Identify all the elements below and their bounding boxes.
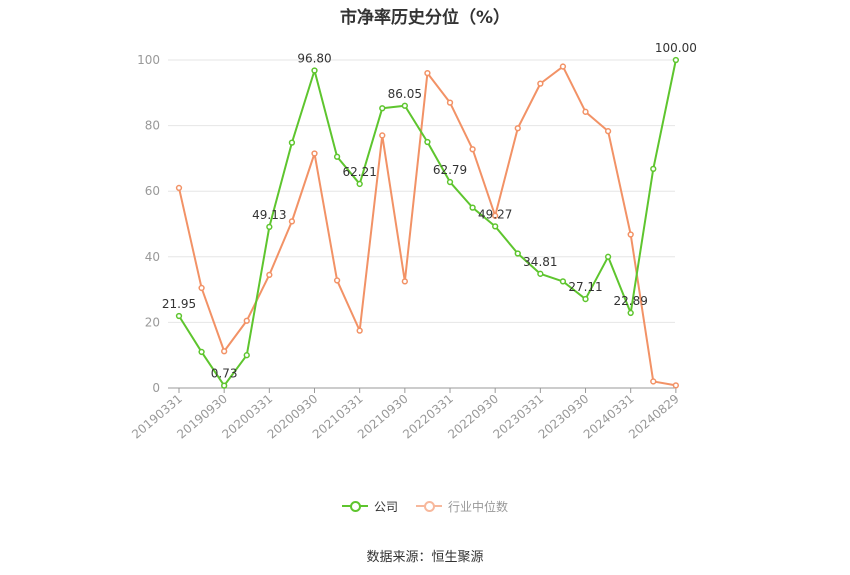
y-tick-label: 20: [145, 315, 160, 329]
company-point: [221, 382, 228, 389]
industry-median-point: [221, 348, 228, 355]
data-label: 22.89: [614, 294, 648, 308]
industry-median-point: [627, 231, 634, 238]
series-points: [175, 56, 680, 389]
legend-label-industry-median: 行业中位数: [448, 499, 509, 514]
x-axis: 2019033120190930202003312020093020210331…: [129, 387, 682, 442]
company-point: [401, 102, 408, 109]
data-label: 62.21: [342, 165, 376, 179]
industry-median-point: [650, 378, 657, 385]
legend-swatch-company: [341, 500, 368, 512]
data-labels: 21.95 0.73 49.13 96.80 62.21 86.05 62.79 49.27 3…: [162, 41, 697, 381]
legend-item-industry-median[interactable]: 行业中位数: [416, 498, 508, 515]
company-point: [288, 139, 296, 146]
legend: 公司 行业中位数: [0, 496, 850, 516]
industry-median-point: [446, 99, 454, 106]
company-point: [198, 348, 205, 356]
data-label: 0.73: [211, 367, 238, 381]
company-point: [604, 253, 612, 260]
chart-title: 市净率历史分位（%）: [339, 8, 511, 28]
data-label: 100.00: [655, 41, 697, 55]
industry-median-point: [537, 80, 544, 87]
company-point: [311, 67, 318, 74]
y-tick-label: 100: [137, 53, 160, 67]
company-point: [672, 56, 680, 64]
legend-swatch-industry-median: [416, 500, 442, 512]
company-point: [243, 352, 250, 359]
company-point: [446, 178, 454, 186]
company-point: [379, 105, 386, 112]
y-tick-label: 80: [145, 119, 160, 133]
data-label: 27.11: [568, 280, 602, 294]
industry-median-point: [514, 125, 521, 132]
industry-median-point: [311, 150, 318, 157]
industry-median-point: [604, 128, 612, 135]
data-label: 96.80: [297, 51, 331, 65]
company-point: [559, 278, 567, 285]
company-point: [537, 270, 544, 277]
company-point: [582, 295, 589, 303]
legend-item-company[interactable]: 公司: [341, 498, 398, 515]
industry-median-point: [356, 327, 363, 334]
data-label: 34.81: [523, 255, 557, 269]
series-line-company: [178, 59, 677, 387]
company-point: [266, 223, 273, 231]
company-point: [333, 153, 341, 160]
industry-median-point: [288, 218, 296, 225]
industry-median-point: [175, 184, 183, 192]
company-point: [514, 250, 521, 257]
data-label: 21.95: [162, 297, 196, 311]
industry-median-point: [379, 132, 386, 139]
x-tick-label: 20240829: [626, 392, 682, 442]
company-point: [424, 138, 431, 146]
industry-median-point: [582, 108, 589, 115]
industry-median-point: [401, 278, 408, 285]
company-point: [627, 309, 634, 317]
industry-median-point: [672, 382, 680, 389]
source-note: 数据来源：恒生聚源: [366, 550, 484, 565]
industry-median-point: [333, 277, 341, 284]
series-line-industry-median: [178, 65, 677, 387]
data-label: 62.79: [433, 163, 467, 177]
data-label: 49.13: [252, 208, 286, 222]
data-label: 86.05: [388, 87, 422, 101]
y-tick-label: 40: [145, 250, 160, 264]
industry-median-point: [559, 63, 567, 70]
legend-label-company: 公司: [373, 499, 398, 514]
line-chart: 0 20 40 60 80 100 201903312019093020200331202…: [129, 41, 697, 442]
industry-median-point: [198, 284, 205, 292]
company-point: [469, 204, 476, 211]
industry-median-point: [424, 69, 431, 77]
industry-median-point: [243, 317, 250, 324]
company-point: [650, 165, 657, 173]
company-point: [492, 223, 499, 230]
company-point: [175, 312, 183, 320]
y-tick-label: 60: [145, 184, 160, 198]
y-tick-label: 0: [152, 381, 160, 395]
industry-median-point: [492, 212, 499, 219]
industry-median-point: [469, 146, 476, 153]
y-axis: 0 20 40 60 80 100: [137, 53, 160, 395]
series-lines: [178, 59, 677, 387]
industry-median-point: [266, 271, 273, 278]
data-label: 49.27: [478, 207, 512, 221]
company-point: [356, 180, 363, 188]
